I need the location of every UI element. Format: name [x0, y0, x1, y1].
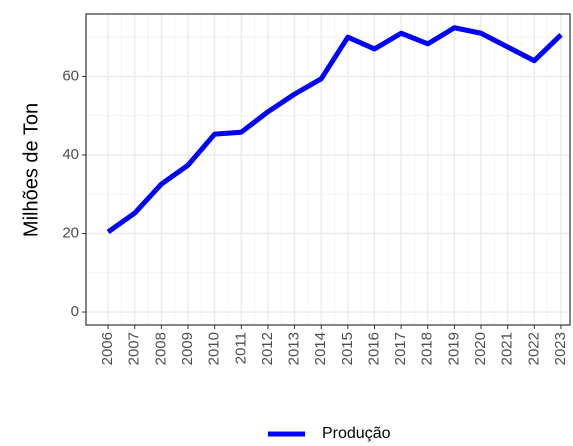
y-tick-label: 0: [71, 303, 79, 320]
x-tick-label: 2015: [339, 332, 356, 365]
x-tick-label: 2013: [286, 332, 303, 365]
x-tick-label: 2018: [419, 332, 436, 365]
y-axis-label: Milhões de Ton: [20, 103, 42, 237]
x-tick-label: 2008: [152, 332, 169, 365]
x-tick-label: 2021: [499, 332, 516, 365]
x-tick-label: 2022: [525, 332, 542, 365]
x-tick-label: 2019: [445, 332, 462, 365]
x-tick-label: 2007: [126, 332, 143, 365]
y-tick-label: 60: [62, 67, 79, 84]
x-tick-label: 2020: [472, 332, 489, 365]
x-tick-label: 2014: [312, 332, 329, 365]
x-tick-label: 2023: [552, 332, 569, 365]
line: [106, 25, 563, 234]
x-tick-label: 2006: [99, 332, 116, 365]
x-tick-label: 2012: [259, 332, 276, 365]
panel: [86, 14, 570, 325]
legend-label: Produção: [322, 425, 391, 442]
x-tick-label: 2010: [206, 332, 223, 365]
x-tick-label: 2011: [232, 332, 249, 364]
y-tick-label: 20: [62, 224, 79, 241]
panel-border: [85, 13, 571, 326]
x-tick-label: 2017: [392, 332, 409, 365]
x-tick-label: 2009: [179, 332, 196, 365]
y-tick-label: 40: [62, 146, 79, 163]
x-tick-label: 2016: [365, 332, 382, 365]
